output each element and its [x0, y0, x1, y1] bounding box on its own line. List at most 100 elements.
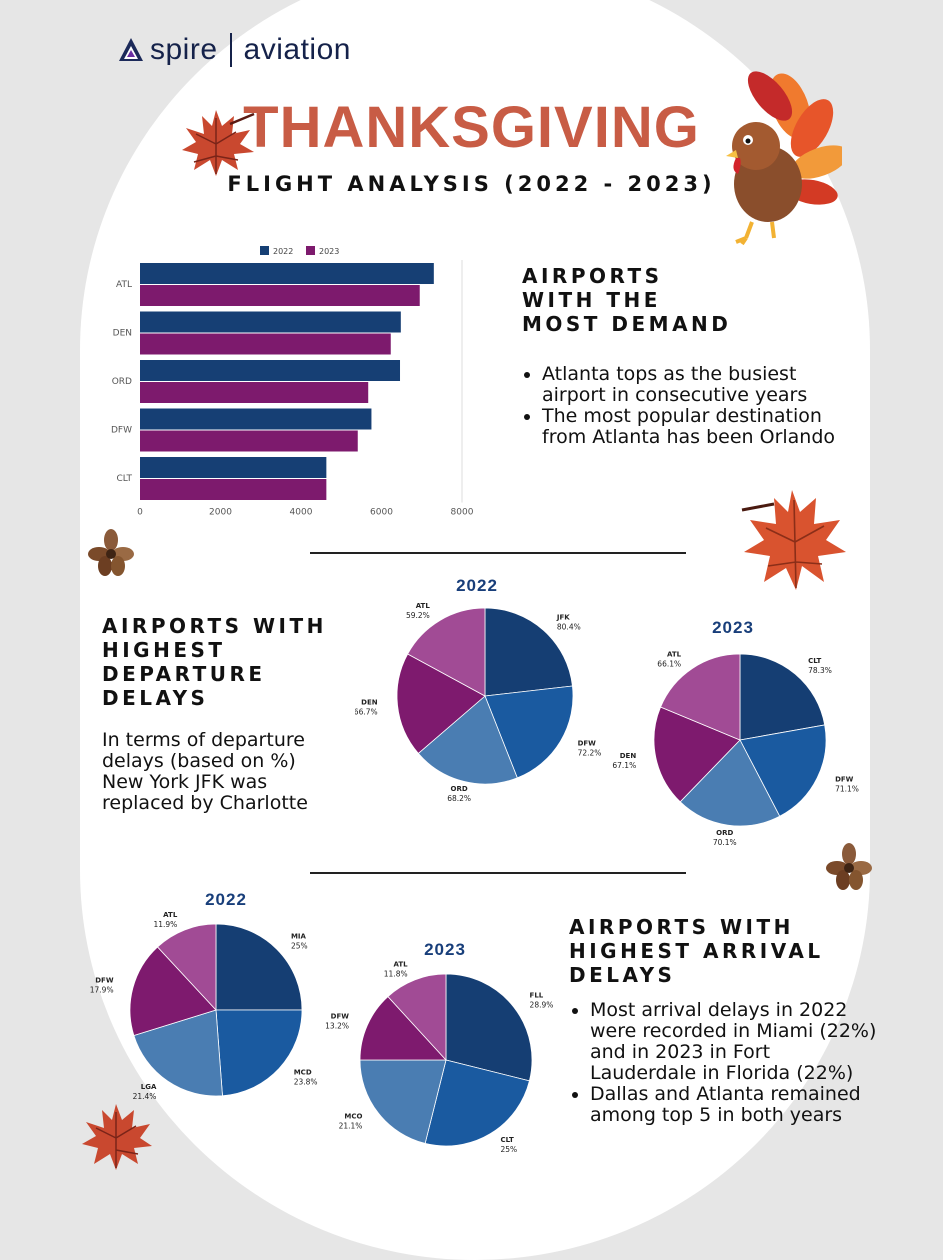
bar-chart: 2022 2023 ATL DEN ORD DFW CLT 0 2000 4000 6000 8000	[111, 246, 474, 518]
slice-value-label: 71.1%	[835, 784, 859, 793]
page-title: THANKSGIVING	[243, 95, 700, 160]
slice-value-label: 80.4%	[557, 622, 581, 631]
maple-leaf-icon	[741, 490, 846, 590]
pie-title: 2023	[712, 618, 754, 637]
pie-slice	[215, 923, 303, 1011]
slice-value-label: 11.8%	[384, 970, 408, 979]
slice-value-label: 11.9%	[153, 920, 177, 929]
slice-value-label: 59.2%	[406, 611, 430, 620]
slice-label: FLL	[530, 992, 544, 1000]
pie-slice	[133, 1009, 223, 1097]
bullet-item: Dallas and Atlanta remained among top 5 …	[590, 1084, 880, 1126]
bar	[140, 408, 372, 430]
slice-value-label: 21.1%	[339, 1121, 363, 1130]
heading-line: HIGHEST	[102, 638, 226, 662]
slice-label: DFW	[95, 977, 114, 985]
bullet-item: The most popular destination from Atlant…	[542, 406, 850, 448]
brand-logo: spire aviation	[118, 30, 351, 70]
slice-label: LGA	[141, 1083, 157, 1091]
pie-slice	[653, 706, 741, 803]
slice-label: DEN	[620, 752, 637, 760]
brand-separator	[229, 33, 232, 67]
slice-label: JFK	[556, 613, 570, 621]
pie-slice	[396, 653, 486, 754]
y-tick-label: DFW	[111, 426, 132, 436]
heading-line: AIRPORTS	[522, 264, 663, 288]
most-demand-notes: Atlanta tops as the busiest airport in c…	[520, 364, 850, 448]
heading-line: WITH THE	[522, 288, 661, 312]
slice-value-label: 68.2%	[447, 794, 471, 803]
legend-swatch	[306, 246, 315, 255]
x-tick-label: 6000	[370, 508, 393, 518]
pie-slice	[424, 1059, 530, 1147]
slice-value-label: 23.8%	[294, 1078, 318, 1087]
brand-product: aviation	[243, 33, 351, 66]
heading-line: HIGHEST ARRIVAL	[569, 939, 824, 963]
slice-value-label: 66.1%	[657, 660, 681, 669]
turkey-icon	[726, 71, 842, 246]
slice-label: ATL	[416, 602, 431, 610]
heading-line: DELAYS	[102, 686, 209, 710]
slice-value-label: 67.1%	[612, 761, 636, 770]
y-tick-label: CLT	[116, 474, 132, 484]
heading-line: AIRPORTS WITH	[102, 614, 327, 638]
pie-slice	[359, 996, 447, 1061]
spire-logo-icon	[119, 38, 143, 61]
pie-slice	[484, 685, 574, 779]
slice-label: ORD	[451, 785, 468, 793]
bullet-item: Atlanta tops as the busiest airport in c…	[542, 364, 850, 406]
slice-label: ATL	[393, 961, 408, 969]
slice-value-label: 13.2%	[325, 1022, 349, 1031]
heading-line: DELAYS	[569, 963, 676, 987]
pie-title: 2023	[424, 940, 466, 959]
bar	[140, 360, 401, 381]
slice-value-label: 25%	[291, 942, 308, 951]
heading-line: DEPARTURE	[102, 662, 266, 686]
maple-leaf-icon	[82, 1104, 152, 1170]
y-tick-label: ATL	[116, 280, 132, 290]
page-subtitle: FLIGHT ANALYSIS (2022 - 2023)	[227, 172, 716, 196]
bullet-item: Most arrival delays in 2022 were recorde…	[590, 1000, 880, 1084]
slice-label: MCD	[294, 1069, 312, 1077]
bar	[140, 457, 327, 478]
bar	[140, 263, 434, 284]
pie-slice	[660, 653, 741, 741]
pie-slice	[417, 695, 518, 785]
pie-slice	[359, 1059, 447, 1144]
x-tick-label: 0	[137, 508, 143, 518]
slice-label: DFW	[331, 1013, 350, 1021]
slice-value-label: 28.9%	[530, 1001, 554, 1010]
slice-label: MCO	[344, 1112, 362, 1120]
bar	[140, 285, 420, 306]
departure-delays-note: In terms of departure delays (based on %…	[102, 729, 308, 814]
heading-line: AIRPORTS WITH	[569, 915, 794, 939]
arrival-delays-notes: Most arrival delays in 2022 were recorde…	[568, 1000, 880, 1126]
slice-value-label: 72.2%	[578, 748, 602, 757]
pie-slice	[739, 653, 826, 741]
slice-label: DFW	[578, 739, 597, 747]
slice-label: DEN	[361, 699, 378, 707]
slice-value-label: 25%	[501, 1145, 518, 1154]
bar	[140, 333, 391, 355]
pie-slice	[484, 607, 573, 697]
brand-name: spire	[150, 33, 218, 66]
bar	[140, 479, 327, 500]
slice-label: ORD	[716, 829, 733, 837]
maple-leaf-icon	[182, 110, 255, 176]
acorn-flower-icon	[88, 529, 134, 576]
bar	[140, 311, 401, 333]
pie-slice	[679, 739, 781, 827]
bar	[140, 430, 358, 452]
bar	[140, 382, 369, 403]
x-tick-label: 8000	[451, 508, 474, 518]
legend-label: 2022	[273, 247, 293, 256]
slice-value-label: 17.9%	[90, 986, 114, 995]
heading-line: MOST DEMAND	[522, 312, 732, 336]
pie-title: 2022	[205, 890, 247, 909]
slice-label: DFW	[835, 775, 854, 783]
section-heading-most-demand: AIRPORTS WITH THE MOST DEMAND	[522, 264, 731, 336]
pie-title: 2022	[456, 576, 498, 595]
